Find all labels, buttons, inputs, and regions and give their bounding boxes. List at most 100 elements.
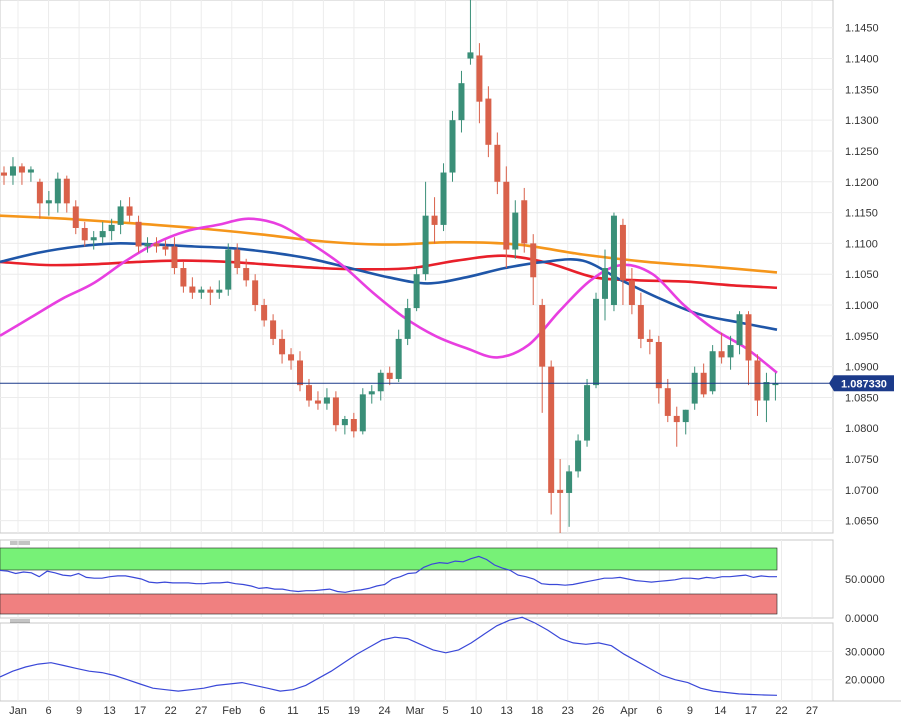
candle [359,388,366,435]
candle-body [135,221,142,247]
candle-body [279,338,286,355]
candle-body [117,206,124,225]
candle [117,200,124,235]
candle-body [664,388,671,416]
moving-average-line [0,214,778,274]
candle [530,234,537,306]
candle-body [691,372,698,404]
oscillator-2-tick: 20.0000 [845,675,885,687]
candle-body [476,55,483,102]
candle [566,465,573,527]
candle-body [610,215,617,306]
candle-body [72,206,79,228]
candle [36,178,43,219]
candle [413,268,420,312]
candle [144,237,151,253]
candle-body [485,98,492,145]
candle-body [431,215,438,225]
candles [1,0,779,533]
candle [135,215,142,253]
x-tick-label: 27 [195,705,207,717]
candle-body [216,289,223,293]
current-price-badge [834,375,894,392]
candle-body [413,274,420,309]
oscillator-1-tick: 0.0000 [845,613,879,625]
candle-body [341,419,348,426]
candle-body [736,314,743,346]
candle [261,298,268,327]
candle-body [584,385,591,441]
candle-body [566,471,573,493]
candle-body [288,354,295,361]
candle [682,409,689,435]
candle [655,335,662,404]
candle [575,434,582,478]
candle [431,197,438,244]
candle-body [297,360,304,386]
candle [664,378,671,423]
candle [341,415,348,435]
panel-grip-1[interactable] [10,541,30,545]
candle [521,187,528,253]
y-tick-label: 1.1200 [845,177,879,189]
y-tick-label: 1.0700 [845,485,879,497]
candle-body [189,286,196,293]
x-tick-label: 17 [745,705,757,717]
candle [225,243,232,296]
candle [494,132,501,195]
x-tick-label: 14 [714,705,726,717]
moving-average-line [0,242,778,331]
candle [386,366,393,386]
candle-body [90,237,97,241]
candle-body [323,397,330,404]
x-tick-label: 24 [378,705,390,717]
candle [476,43,483,124]
x-tick-label: 22 [775,705,787,717]
candle-body [718,351,725,358]
y-tick-label: 1.1300 [845,115,879,127]
candle [323,388,330,410]
candle [584,378,591,447]
candle-body [234,249,241,269]
candle [628,268,635,315]
candle-body [386,372,393,379]
candle [467,0,474,65]
current-price-line: 1.087330 [0,375,894,392]
candle [54,172,61,213]
candle-body [359,394,366,432]
y-tick-label: 1.0850 [845,392,879,404]
candle-body [243,268,250,281]
candle-body [593,298,600,386]
candle-body [494,144,501,182]
candle-body [314,400,321,404]
candle [610,212,617,312]
grid-layer [0,0,833,701]
candle-body [548,366,555,493]
candle-body [673,415,680,423]
oscillator-2-tick: 30.0000 [845,646,885,658]
y-tick-label: 1.0900 [845,362,879,374]
candle-body [727,345,734,358]
candle-body [81,227,88,241]
candle [548,360,555,515]
candle [252,274,259,312]
candle [171,237,178,275]
candle [162,240,169,256]
candle-body [628,280,635,306]
candle [503,166,510,269]
panel-grip-2[interactable] [10,619,30,623]
candle [153,237,160,253]
y-tick-label: 1.1450 [845,23,879,35]
candle-body [754,360,761,401]
candle-body [36,181,43,204]
y-tick-label: 1.1000 [845,300,879,312]
candle-body [646,338,653,342]
oversold-band [0,593,778,615]
candle-body [557,489,564,493]
candle [727,335,734,370]
candle [350,412,357,438]
candle [593,292,600,389]
candle-body [709,351,716,392]
